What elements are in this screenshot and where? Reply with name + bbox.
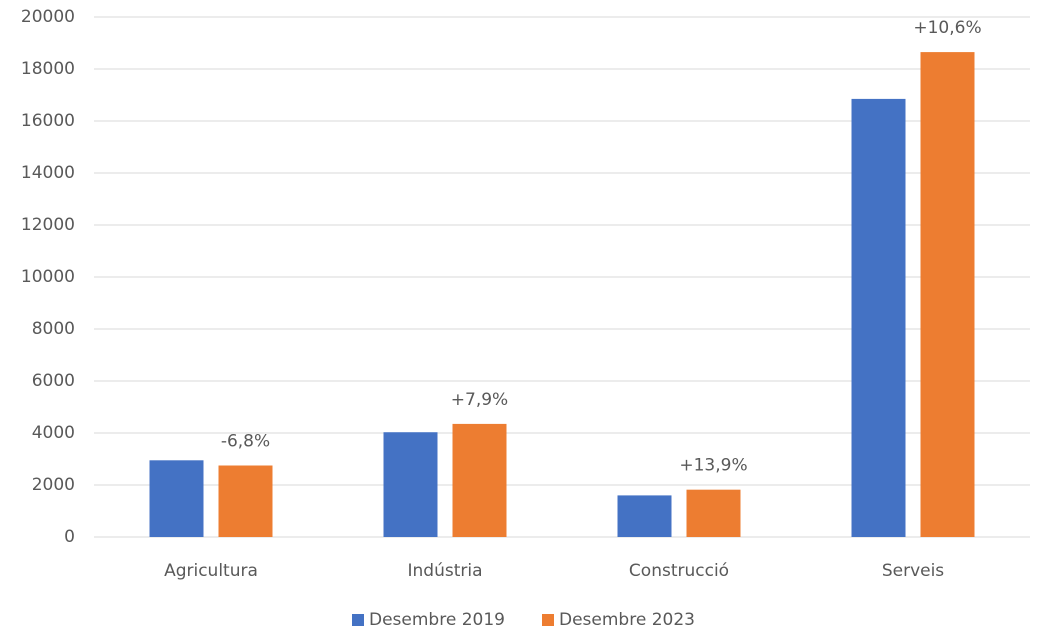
y-tick-label: 0 [64, 527, 75, 547]
y-tick-label: 20000 [21, 7, 75, 27]
y-tick-label: 16000 [21, 111, 75, 131]
x-tick-label: Agricultura [164, 561, 258, 581]
legend-swatch [352, 614, 364, 626]
legend-label: Desembre 2023 [559, 610, 695, 630]
x-tick-label: Indústria [407, 561, 482, 581]
y-tick-label: 6000 [32, 371, 75, 391]
y-tick-label: 18000 [21, 59, 75, 79]
x-tick-label: Construcció [629, 561, 729, 581]
bar [218, 465, 273, 537]
y-tick-label: 2000 [32, 475, 75, 495]
bar [920, 52, 975, 537]
legend-swatch [542, 614, 554, 626]
annotation: +13,9% [679, 456, 747, 476]
annotation: +7,9% [451, 390, 508, 410]
legend-label: Desembre 2019 [369, 610, 505, 630]
bar [383, 432, 438, 537]
x-tick-label: Serveis [882, 561, 944, 581]
bar [452, 423, 507, 537]
bar [686, 489, 741, 537]
y-tick-label: 14000 [21, 163, 75, 183]
annotation: -6,8% [221, 432, 270, 452]
y-tick-label: 8000 [32, 319, 75, 339]
y-tick-label: 12000 [21, 215, 75, 235]
annotation: +10,6% [913, 18, 981, 38]
bar [617, 495, 672, 537]
y-tick-label: 4000 [32, 423, 75, 443]
bar [149, 460, 204, 537]
bar [851, 98, 906, 538]
y-tick-label: 10000 [21, 267, 75, 287]
